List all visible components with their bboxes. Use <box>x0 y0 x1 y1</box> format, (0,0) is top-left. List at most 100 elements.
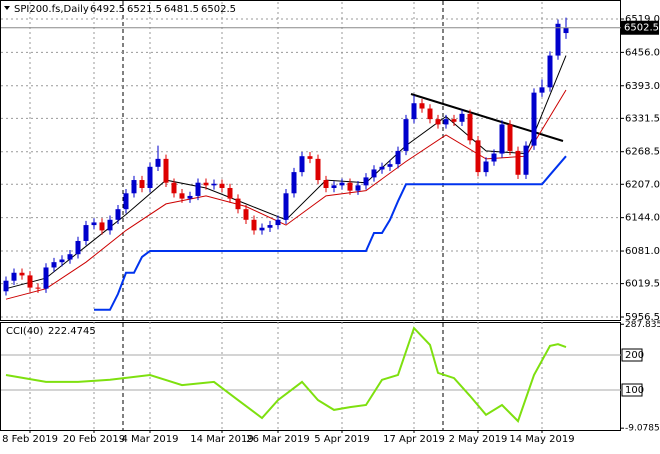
x-tick-label: 5 Apr 2019 <box>314 434 369 445</box>
candle-body <box>179 193 185 199</box>
candle-body <box>123 193 129 210</box>
tick-label-box <box>621 348 643 362</box>
price-panel-border <box>0 0 621 321</box>
candle-body <box>563 27 569 34</box>
candle-body <box>147 166 153 188</box>
candle-body <box>307 156 313 159</box>
candle-body <box>43 267 49 289</box>
candle-body <box>547 55 553 88</box>
candle-body <box>459 113 465 122</box>
candle-body <box>347 182 353 191</box>
high-value: 6521.5 <box>127 4 162 15</box>
overlay-line <box>5 55 567 290</box>
tick-label-box <box>621 383 643 397</box>
x-tick-label: 2 May 2019 <box>449 434 508 445</box>
x-tick-label: 14 Mar 2019 <box>190 434 253 445</box>
candle-body <box>475 140 481 173</box>
candle-body <box>387 164 393 167</box>
candle-body <box>507 124 513 151</box>
candle-body <box>163 158 169 183</box>
candle-body <box>299 156 305 173</box>
indicator-panel-border <box>0 322 621 431</box>
candle-body <box>3 280 9 292</box>
candle-body <box>203 182 209 186</box>
candle-body <box>555 23 561 56</box>
candle-body <box>315 158 321 181</box>
candle-body <box>99 222 105 231</box>
candle-body <box>243 209 249 220</box>
low-value: 6481.5 <box>164 4 199 15</box>
candle-body <box>411 103 417 120</box>
candle-body <box>427 108 433 120</box>
candle-body <box>291 172 297 194</box>
indicator-value: 222.4745 <box>48 326 96 337</box>
candle-body <box>211 183 217 186</box>
y-tick-label: 6456.0 <box>625 47 660 58</box>
candle-body <box>259 227 265 231</box>
candle-body <box>131 180 137 194</box>
candle-body <box>155 158 161 167</box>
x-tick-label: 8 Feb 2019 <box>2 434 58 445</box>
y-tick-label: 5956.5 <box>625 312 660 323</box>
x-tick-label: 20 Feb 2019 <box>63 434 125 445</box>
candle-body <box>187 195 193 199</box>
close-value: 6502.5 <box>201 4 236 15</box>
indicator-line <box>5 326 567 423</box>
overlay-line <box>5 89 567 300</box>
y-tick-label: 6144.0 <box>625 213 660 224</box>
candle-body <box>379 166 385 170</box>
candle-body <box>19 272 25 276</box>
y-tick-label: 6207.0 <box>625 179 660 190</box>
candle-body <box>35 287 41 289</box>
chart-title: SPI200.fs,Daily <box>14 4 89 15</box>
y-tick-label: 6393.0 <box>625 81 660 92</box>
candle-body <box>491 153 497 162</box>
candle-body <box>11 272 17 281</box>
candle-body <box>355 185 361 191</box>
candle-body <box>115 209 121 220</box>
candle-body <box>443 119 449 125</box>
candle-body <box>419 103 425 109</box>
y-tick-label: -9.0785 <box>625 424 660 434</box>
x-tick-label: 14 May 2019 <box>509 434 574 445</box>
candle-body <box>403 119 409 151</box>
candle-body <box>395 150 401 165</box>
candle-body <box>499 124 505 154</box>
candle-body <box>275 219 281 226</box>
y-tick-label: 6019.5 <box>625 279 660 290</box>
candle-body <box>531 92 537 146</box>
y-tick-label: 100 <box>625 385 644 396</box>
y-tick-label: 287.8357 <box>625 320 660 330</box>
last-price-label: 6502.5 <box>624 23 659 34</box>
candle-body <box>363 177 369 186</box>
candle-body <box>267 225 273 228</box>
candle-body <box>235 198 241 210</box>
candle-body <box>27 275 33 288</box>
candle-body <box>67 254 73 260</box>
candle-body <box>515 150 521 175</box>
x-tick-label: 17 Apr 2019 <box>383 434 445 445</box>
x-tick-label: 4 Mar 2019 <box>121 434 178 445</box>
candle-body <box>75 240 81 255</box>
candle-body <box>83 225 89 241</box>
candle-body <box>323 180 329 188</box>
candle-body <box>91 222 97 226</box>
candle-body <box>219 183 225 188</box>
candle-body <box>59 259 65 263</box>
candle-body <box>51 262 57 268</box>
last-price-box <box>621 20 659 35</box>
y-tick-label: 6268.5 <box>625 147 660 158</box>
candle-body <box>371 169 377 178</box>
y-tick-label: 6519.0 <box>625 14 660 25</box>
candle-body <box>483 161 489 173</box>
candle-body <box>331 185 337 188</box>
trend-line <box>410 93 564 142</box>
candle-body <box>139 180 145 188</box>
candle-body <box>251 219 257 231</box>
y-tick-label: 6081.0 <box>625 246 660 257</box>
candle-body <box>339 182 345 186</box>
candle-body <box>227 187 233 199</box>
overlay-line <box>94 155 567 311</box>
candle-body <box>171 182 177 194</box>
